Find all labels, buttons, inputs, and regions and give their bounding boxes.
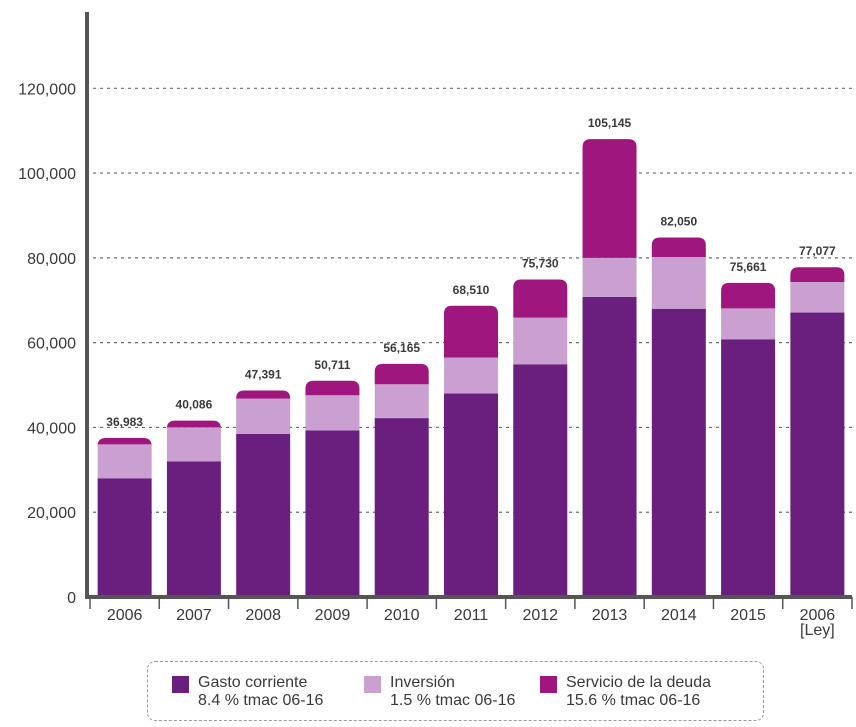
- x-tick-label: [Ley]: [800, 622, 835, 639]
- legend-swatch: [172, 676, 189, 693]
- bar-segment: [790, 267, 845, 283]
- y-tick-label: 20,000: [27, 505, 76, 522]
- bar-stack: [374, 363, 429, 597]
- bar-segment: [166, 427, 221, 462]
- bar-segment: [721, 339, 776, 597]
- bar-stack: [444, 305, 498, 597]
- bar-segment: [305, 430, 360, 597]
- y-tick-label: 60,000: [27, 336, 76, 353]
- bar-segment: [582, 257, 637, 297]
- bar-segment: [513, 317, 568, 365]
- bar-segment: [444, 305, 498, 358]
- bar-segment: [97, 478, 152, 597]
- x-tick-label: 2009: [315, 607, 351, 624]
- bar-segment: [305, 395, 360, 431]
- total-label: 75,661: [730, 260, 767, 274]
- bar-stack: [651, 237, 706, 597]
- legend-item-gasto-corriente: Gasto corriente 8.4 % tmac 06-16: [172, 674, 323, 710]
- total-label: 82,050: [660, 215, 697, 229]
- x-tick-label: 2011: [454, 607, 489, 624]
- bar-stack: [721, 282, 776, 597]
- legend-swatch: [540, 676, 557, 693]
- bar-segment: [305, 380, 360, 396]
- bar-segment: [651, 237, 706, 258]
- legend-item-inversion: Inversión 1.5 % tmac 06-16: [364, 674, 515, 710]
- x-tick-label: 2008: [245, 607, 281, 624]
- x-tick-label: 2007: [176, 607, 212, 624]
- y-tick-label: 0: [67, 590, 76, 607]
- bar-segment: [513, 364, 568, 597]
- bar-segment: [790, 282, 845, 313]
- bar-segment: [444, 393, 498, 597]
- total-label: 40,086: [176, 398, 213, 412]
- bar-segment: [374, 363, 429, 385]
- bar-segment: [721, 282, 776, 309]
- legend-series-name: Servicio de la deuda: [566, 674, 711, 691]
- bar-stack: [305, 380, 360, 597]
- y-tick-label: 80,000: [27, 251, 76, 268]
- bar-segment: [513, 279, 568, 318]
- x-tick-label: 2006: [107, 607, 143, 624]
- legend-item-servicio-deuda: Servicio de la deuda 15.6 % tmac 06-16: [540, 674, 711, 710]
- total-label: 50,711: [314, 358, 350, 372]
- axes: [85, 12, 853, 609]
- bar-stack: [236, 390, 291, 597]
- total-label: 77,077: [799, 244, 836, 258]
- bar-segment: [651, 257, 706, 309]
- total-label: 75,730: [522, 256, 559, 270]
- total-label: 105,145: [588, 116, 632, 130]
- total-label: 47,391: [245, 368, 282, 382]
- bar-segment: [166, 420, 221, 429]
- bar-segment: [444, 357, 498, 394]
- bar-stack: [97, 438, 152, 597]
- bar-segment: [721, 308, 776, 340]
- legend-series-note: 15.6 % tmac 06-16: [566, 692, 701, 709]
- total-label: 36,983: [106, 415, 143, 429]
- legend-series-note: 8.4 % tmac 06-16: [198, 692, 324, 709]
- x-tick-labels: 2006 2007 2008 2009 2010 2011 2012 2013 2014 2015…: [107, 607, 835, 639]
- stacked-bar-chart: 020,00040,00060,00080,000100,000120,000 …: [18, 12, 853, 639]
- bar-segment: [790, 312, 845, 597]
- bar-segment: [236, 390, 291, 399]
- bar-segment: [166, 461, 221, 597]
- legend-series-note: 1.5 % tmac 06-16: [390, 692, 516, 709]
- legend-swatch: [364, 676, 381, 693]
- total-label: 68,510: [453, 283, 490, 297]
- bar-segment: [651, 308, 706, 597]
- bar-segment: [236, 398, 291, 434]
- y-tick-label: 100,000: [18, 166, 76, 183]
- bars: [97, 139, 845, 597]
- y-tick-labels: 0 20,000 40,000 60,000 80,000 100,000 120,000: [18, 81, 76, 607]
- bar-segment: [582, 139, 637, 258]
- x-tick-label: 2006: [800, 607, 836, 624]
- bar-stack: [790, 267, 845, 597]
- x-tick-label: 2010: [384, 607, 420, 624]
- y-tick-label: 40,000: [27, 420, 76, 437]
- bar-segment: [374, 384, 429, 419]
- legend: Gasto corriente 8.4 % tmac 06-16 Inversi…: [147, 661, 764, 721]
- x-tick-label: 2013: [592, 607, 628, 624]
- x-tick-label: 2014: [661, 607, 697, 624]
- bar-stack: [513, 279, 568, 597]
- bar-segment: [236, 433, 291, 597]
- x-tick-label: 2012: [522, 607, 558, 624]
- bar-stack: [166, 420, 221, 597]
- bar-segment: [374, 418, 429, 597]
- total-labels: 36,983 40,086 47,391 50,711 56,165 68,510 75,7…: [106, 116, 836, 429]
- bar-stack: [582, 139, 637, 597]
- total-label: 56,165: [383, 341, 420, 355]
- y-tick-label: 120,000: [18, 81, 76, 98]
- bar-segment: [582, 296, 637, 597]
- legend-series-name: Gasto corriente: [198, 674, 308, 691]
- legend-series-name: Inversión: [390, 674, 455, 691]
- x-tick-label: 2015: [730, 607, 766, 624]
- bar-segment: [97, 438, 152, 447]
- bar-segment: [97, 444, 152, 479]
